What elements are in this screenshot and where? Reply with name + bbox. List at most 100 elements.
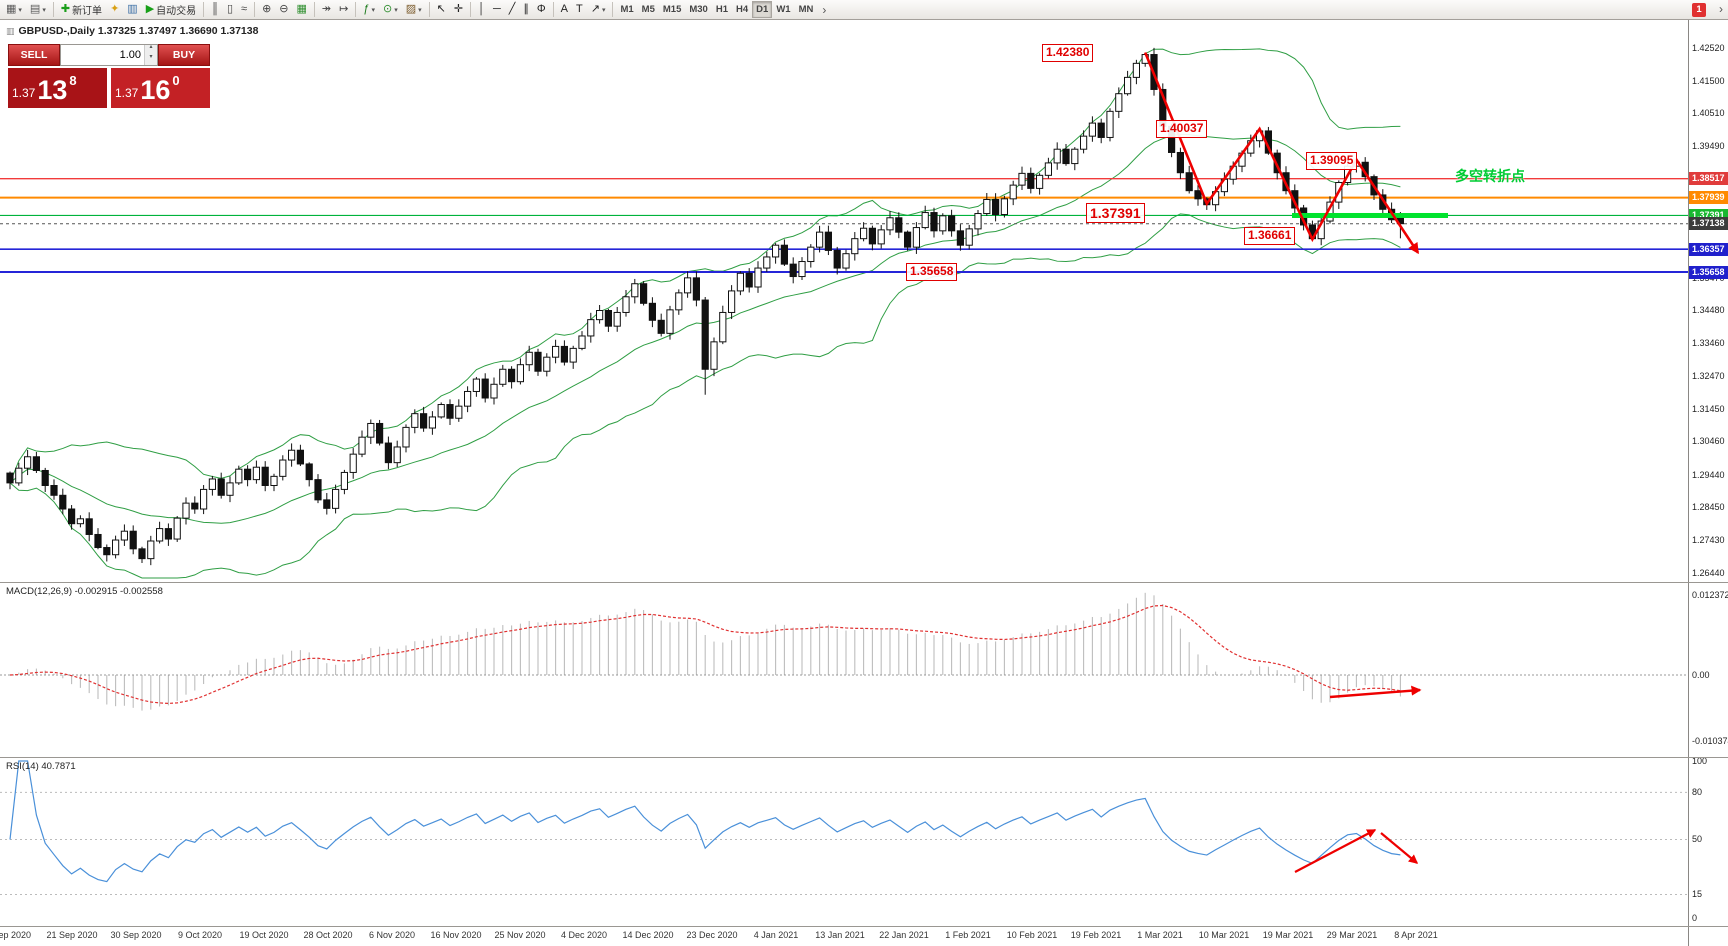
price-tick: 1.39490 (1692, 141, 1725, 152)
candle-body (191, 502, 199, 510)
channel-button[interactable]: ∥ (519, 1, 533, 18)
price-tick: 1.40510 (1692, 108, 1725, 119)
new-order-button[interactable]: ✚ 新订单 (57, 1, 106, 18)
new-chart-button[interactable]: ▦ ▾ (2, 1, 26, 18)
zoom-out-button[interactable]: ⊖ (275, 1, 292, 18)
date-axis[interactable]: 1 Sep 2020 21 Sep 2020 30 Sep 2020 9 Oct 20… (0, 926, 1688, 946)
price-annotation[interactable]: 1.39095 (1306, 152, 1358, 170)
cursor-button[interactable]: ↖ (433, 1, 450, 18)
buy-button[interactable]: BUY (158, 44, 210, 66)
candle-body (604, 310, 612, 327)
price-tag: 1.37939 (1689, 191, 1728, 205)
buy-price-panel[interactable]: 1.37 16 0 (111, 68, 210, 108)
date-label: 10 Mar 2021 (1198, 930, 1250, 940)
price-annotation[interactable]: 1.36661 (1244, 227, 1296, 245)
sell-price-panel[interactable]: 1.37 13 8 (8, 68, 107, 108)
fibonacci-button[interactable]: Φ (533, 1, 550, 18)
autotrading-button[interactable]: ▶ 自动交易 (142, 1, 200, 18)
timeframe-W1-button[interactable]: W1 (772, 1, 794, 18)
toolbar-overflow-chevron-icon[interactable]: › (822, 2, 827, 17)
auto-scroll-button[interactable]: ↠ (318, 1, 335, 18)
candle-body (921, 212, 929, 229)
chart-shift-button[interactable]: ↦ (335, 1, 352, 18)
timeframe-M15-button[interactable]: M15 (659, 1, 685, 18)
profiles-button[interactable]: ▤ ▾ (26, 1, 50, 18)
candle-body (1053, 148, 1061, 164)
timeframe-D1-button[interactable]: D1 (752, 1, 773, 18)
trendline-button[interactable]: ╱ (505, 1, 520, 18)
arrows-button[interactable]: ↗ ▾ (587, 1, 610, 18)
scripts-button[interactable]: ✦ (106, 1, 123, 18)
date-label: 14 Dec 2020 (622, 930, 674, 940)
horizontal-line-button[interactable]: ─ (489, 1, 505, 18)
candle-body (939, 215, 947, 232)
candle-body (1044, 162, 1053, 176)
macd-label: MACD(12,26,9) -0.002915 -0.002558 (6, 586, 163, 597)
vertical-line-button[interactable]: │ (474, 1, 489, 18)
main-macd-separator[interactable] (0, 582, 1728, 583)
toolbar-separator (428, 2, 430, 17)
zoom-in-button[interactable]: ⊕ (258, 1, 275, 18)
date-label: 10 Feb 2021 (1006, 930, 1058, 940)
dropdown-caret-icon: ▾ (42, 6, 46, 14)
candle-body (1009, 184, 1017, 200)
timeframe-M5-button[interactable]: M5 (638, 1, 659, 18)
templates-button[interactable]: ▨ ▾ (402, 1, 426, 18)
volume-up-button[interactable]: ▴ (145, 44, 157, 55)
line-chart-button[interactable]: ≈ (237, 1, 251, 18)
macd-rsi-separator[interactable] (0, 757, 1728, 758)
candle-body (296, 449, 304, 465)
date-label: 1 Feb 2021 (945, 930, 991, 940)
timeframe-H1-button[interactable]: H1 (712, 1, 732, 18)
toolbar-separator (355, 2, 357, 17)
candle-body (235, 468, 243, 484)
volume-input[interactable] (61, 45, 144, 65)
timeframe-H4-button[interactable]: H4 (732, 1, 752, 18)
candle-body (6, 472, 14, 484)
candle-body (411, 413, 419, 428)
candlestick-chart-button[interactable]: ▯ (223, 1, 237, 18)
volume-down-button[interactable]: ▾ (145, 54, 157, 65)
candle-body (516, 364, 524, 383)
dropdown-caret-icon: ▾ (601, 6, 606, 14)
toolbar-corner-chevron-icon[interactable]: › (1719, 2, 1723, 16)
candle-body (129, 530, 137, 550)
sell-price-sup: 8 (69, 73, 77, 88)
timeframe-MN-button[interactable]: MN (795, 1, 818, 18)
timeframe-M1-button[interactable]: M1 (616, 1, 637, 18)
candle-body (481, 378, 489, 399)
bar-chart-button[interactable]: ║ (207, 1, 223, 18)
rsi-tick: 0 (1692, 912, 1698, 923)
toolbar-separator (254, 2, 256, 17)
candle-body (270, 475, 278, 487)
indicators-button[interactable]: ƒ ▾ (359, 1, 379, 18)
vertical-line-icon: │ (478, 3, 485, 15)
timeframe-M30-button[interactable]: M30 (685, 1, 711, 18)
text-label-button[interactable]: T (572, 1, 587, 18)
candle-body (833, 249, 841, 269)
price-scale[interactable]: 1.425201.415001.405101.394901.354701.344… (1688, 20, 1728, 946)
chart-mini-icon: ▥ (6, 25, 15, 36)
macd-arrow (1329, 685, 1422, 699)
turning-point-note[interactable]: 多空转折点 (1455, 168, 1525, 184)
price-annotation[interactable]: 1.37391 (1086, 203, 1145, 224)
candle-body (780, 244, 788, 265)
price-annotation[interactable]: 1.42380 (1042, 44, 1094, 62)
sell-button[interactable]: SELL (8, 44, 60, 66)
periods-button[interactable]: ⊙ ▾ (379, 1, 402, 18)
candle-body (1132, 62, 1141, 78)
market-watch-button[interactable]: ▥ (123, 1, 141, 18)
text-button[interactable]: A (557, 1, 572, 18)
candle-body (252, 466, 261, 481)
tile-windows-button[interactable]: ▦ (293, 1, 311, 18)
crosshair-button[interactable]: ✛ (450, 1, 467, 18)
price-annotation[interactable]: 1.35658 (906, 263, 958, 281)
candle-body (728, 290, 736, 313)
price-annotation[interactable]: 1.40037 (1156, 120, 1208, 138)
candle-body (868, 227, 876, 245)
auto-scroll-icon: ↠ (321, 3, 332, 15)
notification-badge[interactable]: 1 (1692, 3, 1706, 17)
candle-body (1062, 148, 1070, 165)
rsi-line (9, 760, 1401, 883)
